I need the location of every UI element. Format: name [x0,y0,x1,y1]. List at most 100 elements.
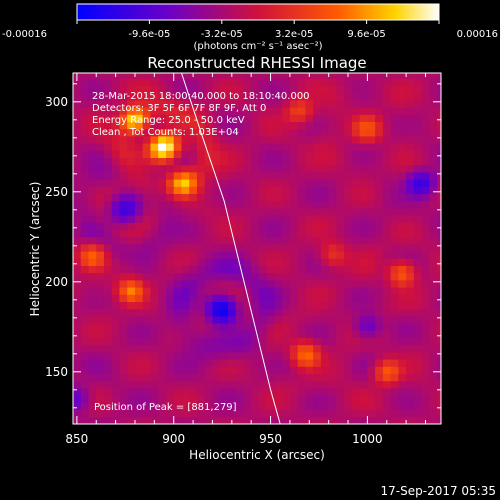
heatmap-cell [390,395,399,403]
heatmap-cell [220,337,229,346]
heatmap-cell [382,359,392,367]
heatmap-cell [421,337,430,346]
heatmap-cell [88,92,97,101]
heatmap-cell [344,179,353,187]
heatmap-cell [297,186,306,194]
heatmap-cell [336,395,345,403]
heatmap-cell [80,208,89,216]
heatmap-cell [73,92,82,101]
heatmap-cell [212,236,221,245]
heatmap-cell [266,208,275,216]
heatmap-cell [375,229,384,238]
heatmap-cell [344,402,353,410]
heatmap-cell [204,128,213,137]
heatmap-cell [297,100,306,108]
heatmap-cell [251,409,260,418]
heatmap-cell [96,136,105,144]
heatmap-cell [359,172,368,180]
heatmap-cell [297,323,306,331]
heatmap-cell [437,352,441,360]
heatmap-cell [297,114,306,122]
heatmap-cell [165,244,175,252]
heatmap-cell [127,352,136,360]
heatmap-cell [220,179,229,187]
heatmap-cell [390,301,399,310]
heatmap-cell [173,128,182,137]
heatmap-cell [351,308,361,317]
heatmap-cell [158,272,167,281]
heatmap-cell [328,200,337,209]
heatmap-cell [103,157,113,166]
heatmap-cell [413,229,423,238]
heatmap-cell [382,193,392,202]
heatmap-cell [375,265,384,274]
heatmap-cell [73,78,82,86]
heatmap-cell [173,85,182,94]
heatmap-cell [344,222,353,230]
heatmap-cell [103,301,113,310]
heatmap-cell [282,280,291,288]
heatmap-cell [103,150,113,158]
heatmap-cell [359,380,368,389]
heatmap-cell [297,294,306,302]
heatmap-cell [73,287,82,295]
heatmap-cell [258,416,268,424]
heatmap-cell [313,136,322,144]
heatmap-cell [437,150,441,158]
heatmap-cell [328,330,337,338]
heatmap-cell [127,200,136,209]
heatmap-cell [320,395,330,403]
heatmap-cell [313,287,322,295]
heatmap-cell [359,301,368,310]
heatmap-cell [173,150,182,158]
heatmap-cell [127,301,136,310]
heatmap-cell [282,114,291,122]
heatmap-cell [305,114,314,122]
heatmap-cell [367,330,376,338]
heatmap-cell [359,236,368,245]
heatmap-cell [390,229,399,238]
colorbar-tick-label: 3.2e-05 [275,29,313,40]
heatmap-cell [289,114,299,122]
heatmap-cell [181,366,190,374]
heatmap-cell [235,359,244,367]
heatmap-cell [150,380,159,389]
heatmap-cell [243,73,252,79]
heatmap-cell [282,265,291,274]
heatmap-cell [297,409,306,418]
heatmap-cell [73,229,82,238]
heatmap-cell [282,301,291,310]
heatmap-cell [227,136,237,144]
heatmap-cell [274,316,283,324]
heatmap-cell [235,244,244,252]
heatmap-cell [134,78,144,86]
heatmap-cell [165,164,175,173]
heatmap-cell [367,301,376,310]
heatmap-cell [344,229,353,238]
y-tick-label: 150 [45,365,68,379]
heatmap-cell [134,258,144,266]
heatmap-cell [103,344,113,353]
heatmap-cell [367,244,376,252]
heatmap-cell [297,85,306,94]
heatmap-cell [406,208,415,216]
heatmap-cell [212,366,221,374]
heatmap-cell [328,150,337,158]
heatmap-cell [88,107,97,115]
heatmap-cell [150,337,159,346]
heatmap-cell [134,402,144,410]
heatmap-cell [96,373,105,382]
heatmap-cell [351,265,361,274]
heatmap-cell [367,308,376,317]
heatmap-cell [421,114,430,122]
heatmap-cell [204,344,213,353]
heatmap-cell [375,164,384,173]
heatmap-cell [344,294,353,302]
heatmap-cell [73,215,82,223]
heatmap-cell [336,100,345,108]
heatmap-cell [251,150,260,158]
heatmap-cell [189,409,198,418]
heatmap-cell [289,323,299,331]
heatmap-cell [173,251,182,259]
heatmap-cell [421,157,430,166]
